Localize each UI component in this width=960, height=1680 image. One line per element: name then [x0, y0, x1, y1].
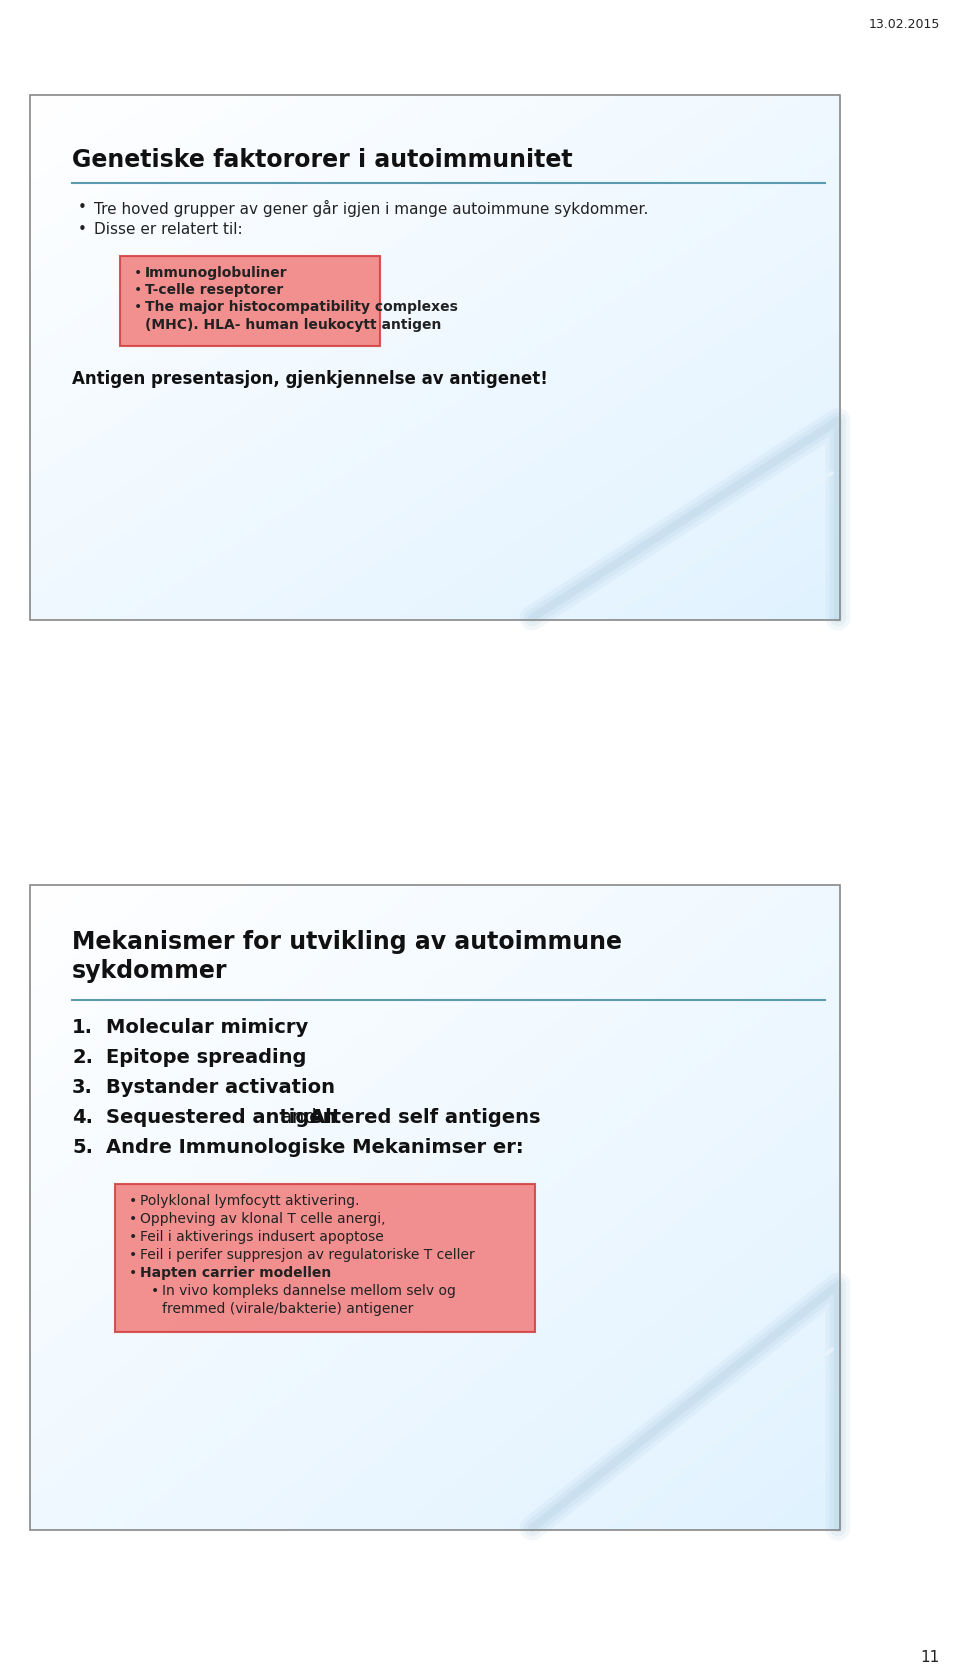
Text: •: •	[78, 200, 86, 215]
Text: T-celle reseptorer: T-celle reseptorer	[145, 282, 283, 297]
Text: Bystander activation: Bystander activation	[106, 1079, 335, 1097]
Text: •: •	[134, 301, 142, 314]
Text: Epitope spreading: Epitope spreading	[106, 1048, 306, 1067]
Text: Immunoglobuliner: Immunoglobuliner	[145, 265, 288, 281]
Text: 11: 11	[921, 1650, 940, 1665]
Text: Disse er relatert til:: Disse er relatert til:	[94, 222, 243, 237]
Text: Sequestered antigen: Sequestered antigen	[106, 1109, 337, 1127]
Text: Polyklonal lymfocytt aktivering.: Polyklonal lymfocytt aktivering.	[140, 1194, 359, 1208]
Text: •: •	[134, 282, 142, 297]
Text: 4.: 4.	[72, 1109, 93, 1127]
Text: •: •	[129, 1194, 137, 1208]
Text: •: •	[129, 1230, 137, 1243]
Text: Andre Immunologiske Mekanimser er:: Andre Immunologiske Mekanimser er:	[106, 1137, 523, 1158]
Text: 5.: 5.	[72, 1137, 93, 1158]
Text: 3.: 3.	[72, 1079, 93, 1097]
Text: 2.: 2.	[72, 1048, 93, 1067]
Text: •: •	[151, 1284, 159, 1299]
FancyBboxPatch shape	[115, 1184, 535, 1332]
Text: Mekanismer for utvikling av autoimmune
sykdommer: Mekanismer for utvikling av autoimmune s…	[72, 931, 622, 983]
Text: Molecular mimicry: Molecular mimicry	[106, 1018, 308, 1037]
Text: •: •	[129, 1211, 137, 1226]
Text: 1.: 1.	[72, 1018, 93, 1037]
FancyBboxPatch shape	[120, 255, 380, 346]
Text: •: •	[134, 265, 142, 281]
Text: Tre hoved grupper av gener går igjen i mange autoimmune sykdommer.: Tre hoved grupper av gener går igjen i m…	[94, 200, 648, 217]
Text: and: and	[274, 1109, 323, 1127]
Text: In vivo kompleks dannelse mellom selv og
fremmed (virale/bakterie) antigener: In vivo kompleks dannelse mellom selv og…	[162, 1284, 456, 1315]
Text: Oppheving av klonal T celle anergi,: Oppheving av klonal T celle anergi,	[140, 1211, 386, 1226]
Text: 13.02.2015: 13.02.2015	[869, 18, 940, 30]
Text: Feil i aktiverings indusert apoptose: Feil i aktiverings indusert apoptose	[140, 1230, 384, 1243]
Text: Feil i perifer suppresjon av regulatoriske T celler: Feil i perifer suppresjon av regulatoris…	[140, 1248, 475, 1262]
Text: •: •	[78, 222, 86, 237]
Text: •: •	[129, 1267, 137, 1280]
Text: Hapten carrier modellen: Hapten carrier modellen	[140, 1267, 331, 1280]
Text: •: •	[129, 1248, 137, 1262]
Text: Genetiske faktororer i autoimmunitet: Genetiske faktororer i autoimmunitet	[72, 148, 572, 171]
Text: Altered self antigens: Altered self antigens	[310, 1109, 540, 1127]
Text: Antigen presentasjon, gjenkjennelse av antigenet!: Antigen presentasjon, gjenkjennelse av a…	[72, 370, 548, 388]
Text: The major histocompatibility complexes
(MHC). HLA- human leukocytt antigen: The major histocompatibility complexes (…	[145, 301, 458, 333]
